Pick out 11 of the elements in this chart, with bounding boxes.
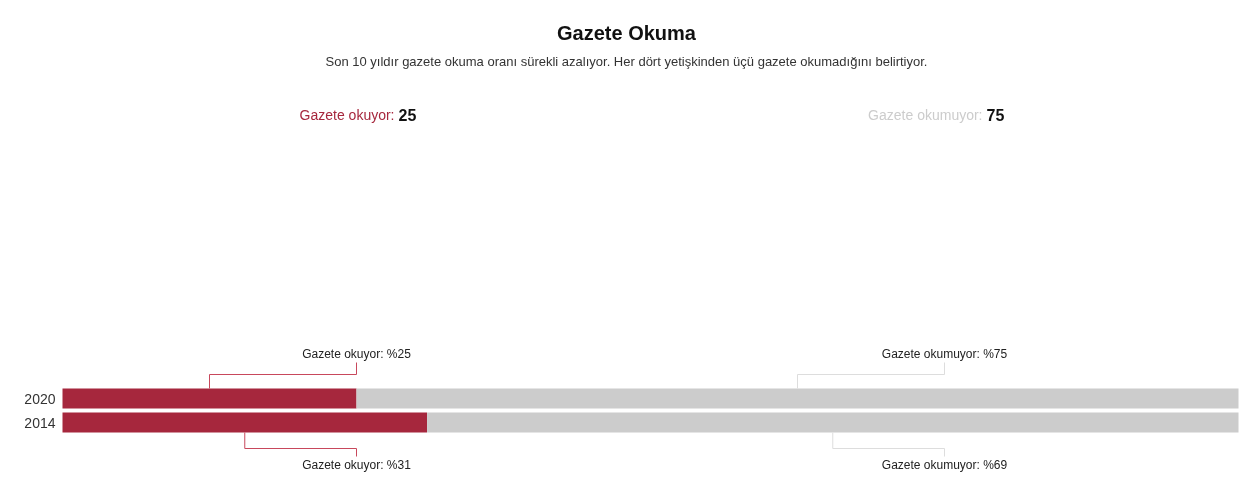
y-tick-label: 2014 [24, 414, 56, 431]
data-label: Gazete okuyor: %25 [302, 346, 412, 361]
chart-title: Gazete Okuma [557, 21, 697, 44]
data-label: Gazete okumuyor: %69 [881, 457, 1008, 472]
text: 25 [398, 106, 417, 124]
text: Gazete okuyor: [299, 106, 395, 123]
data-label: Gazete okumuyor: %75 [881, 346, 1008, 361]
text: 75 [986, 106, 1005, 124]
data-label: Gazete okuyor: %31 [302, 457, 412, 472]
y-tick-label: 2020 [24, 390, 56, 407]
chart-subtitle: Son 10 yıldır gazete okuma oranı sürekli azalıyor. Her dört yetişkinden üçü gazete okumadığını belirtiyor. [325, 54, 928, 69]
